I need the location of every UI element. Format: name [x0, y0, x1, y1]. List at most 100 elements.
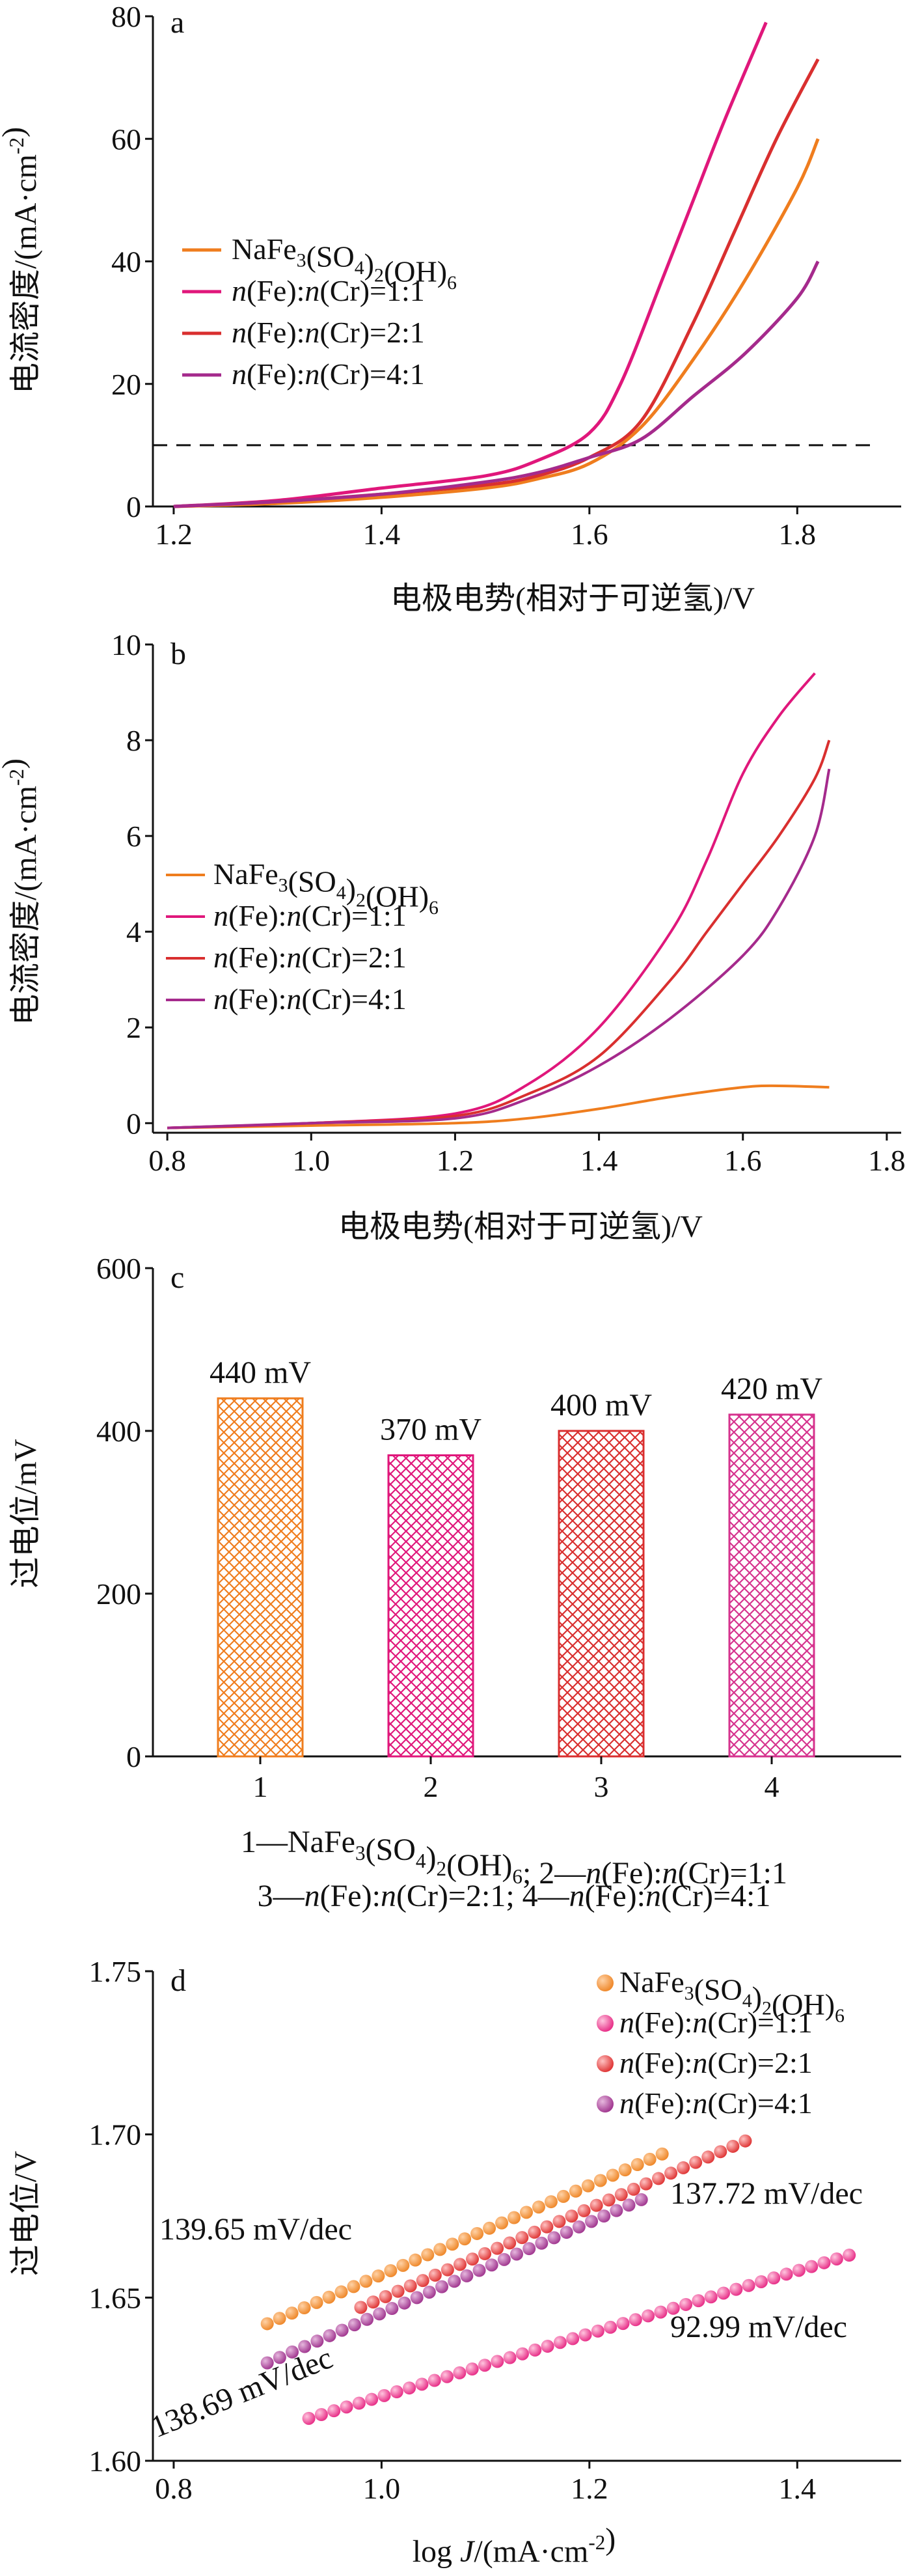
data-point-series-1 [520, 2206, 534, 2219]
legend-marker-3 [597, 2055, 614, 2072]
legend-label-1: NaFe3(SO4)2(OH)6 [619, 1965, 845, 2027]
data-point-series-1 [458, 2232, 472, 2246]
data-point-series-2 [478, 2359, 491, 2372]
data-point-series-2 [629, 2313, 642, 2327]
data-point-series-2 [441, 2370, 454, 2383]
bar-3 [558, 1430, 645, 1758]
x-tick-label: 1.2 [571, 2472, 608, 2505]
data-point-series-4 [286, 2345, 299, 2359]
data-point-series-1 [273, 2312, 286, 2325]
data-point-series-1 [384, 2264, 398, 2277]
y-axis-label: 过电位/mV [8, 1439, 43, 1588]
x-tick-label: 1.8 [779, 518, 817, 551]
legend-marker-2 [597, 2015, 614, 2032]
y-tick-label: 400 [96, 1415, 141, 1448]
data-point-series-4 [610, 2204, 623, 2217]
data-point-series-4 [335, 2323, 349, 2337]
data-point-series-2 [340, 2400, 353, 2414]
y-axis-label: 过电位/V [8, 2151, 43, 2276]
data-point-series-4 [435, 2280, 449, 2293]
data-point-series-4 [398, 2296, 411, 2310]
legend-label-4: n(Fe):n(Cr)=4:1 [619, 2086, 813, 2120]
data-point-series-4 [597, 2209, 611, 2223]
series-line-1 [173, 138, 820, 508]
x-tick-label: 1.4 [580, 1144, 618, 1177]
data-point-series-4 [622, 2198, 636, 2212]
data-point-series-1 [421, 2248, 435, 2262]
data-point-series-1 [643, 2152, 657, 2166]
data-point-series-2 [679, 2297, 693, 2311]
data-point-series-4 [560, 2226, 573, 2239]
data-point-series-1 [446, 2237, 459, 2251]
legend-label-1: NaFe3(SO4)2(OH)6 [232, 232, 457, 294]
panel-letter-a: a [170, 5, 184, 40]
data-point-series-3 [627, 2182, 640, 2196]
x-tick-label: 1.8 [868, 1144, 906, 1177]
data-point-series-3 [379, 2290, 392, 2303]
tafel-slope-label-4: 138.69 mV/dec [146, 2340, 337, 2444]
data-point-series-2 [692, 2294, 705, 2308]
data-point-series-2 [578, 2328, 592, 2342]
data-point-series-3 [503, 2236, 517, 2250]
bar-2 [387, 1454, 474, 1758]
data-point-series-4 [422, 2285, 436, 2299]
y-axis-label: 电流密度/(mA·cm-2) [0, 758, 43, 1025]
data-point-series-3 [677, 2161, 690, 2174]
legend-marker-1 [597, 1974, 614, 1991]
data-point-series-2 [780, 2267, 793, 2281]
data-point-series-2 [704, 2290, 718, 2304]
data-point-series-4 [360, 2312, 374, 2326]
y-tick-label: 0 [126, 1740, 141, 1773]
data-point-series-2 [465, 2362, 479, 2376]
data-point-series-3 [466, 2252, 480, 2266]
data-point-series-3 [651, 2172, 665, 2185]
y-tick-label: 80 [111, 0, 141, 33]
data-point-series-4 [634, 2193, 648, 2206]
data-point-series-1 [569, 2184, 582, 2198]
legend-label-3: n(Fe):n(Cr)=2:1 [619, 2046, 813, 2079]
data-point-series-2 [503, 2351, 517, 2364]
series-line-4 [173, 260, 820, 508]
data-point-series-2 [654, 2305, 668, 2319]
bar-value-label-2: 370 mV [380, 1413, 481, 1447]
x-axis-label: 电极电势(相对于可逆氢)/V [390, 581, 755, 616]
data-point-series-2 [415, 2377, 429, 2391]
data-point-series-3 [441, 2263, 454, 2277]
data-point-series-4 [510, 2247, 524, 2261]
legend-label-1: NaFe3(SO4)2(OH)6 [213, 857, 439, 919]
data-point-series-1 [433, 2243, 447, 2256]
data-point-series-2 [453, 2366, 467, 2379]
data-point-series-3 [639, 2177, 653, 2191]
y-tick-label: 20 [111, 368, 141, 401]
tafel-slope-label-3: 137.72 mV/dec [670, 2176, 863, 2211]
data-point-series-3 [664, 2167, 678, 2180]
data-point-series-4 [585, 2215, 599, 2228]
data-point-series-1 [544, 2195, 558, 2209]
data-point-series-2 [515, 2347, 529, 2361]
data-point-series-4 [385, 2302, 399, 2316]
y-tick-label: 200 [96, 1577, 141, 1611]
y-tick-label: 0 [126, 490, 141, 523]
tafel-slope-label-1: 139.65 mV/dec [159, 2212, 352, 2247]
data-point-series-3 [491, 2241, 504, 2255]
y-tick-label: 6 [126, 820, 141, 853]
panel-a-chart: 1.2 1.4 1.6 1.8020406080NaFe3(SO4)2(OH)6n(F… [0, 0, 901, 616]
data-point-series-1 [322, 2290, 336, 2304]
data-point-series-3 [391, 2284, 405, 2298]
data-point-series-3 [689, 2155, 703, 2169]
data-point-series-1 [508, 2211, 521, 2224]
data-point-series-2 [830, 2252, 843, 2265]
x-tick-label: 1.0 [293, 1144, 331, 1177]
y-tick-label: 10 [111, 628, 141, 661]
data-point-series-2 [616, 2317, 630, 2331]
panel-letter-c: c [170, 1260, 184, 1295]
data-point-series-2 [729, 2282, 743, 2296]
data-point-series-1 [359, 2275, 373, 2288]
data-point-series-3 [602, 2193, 616, 2207]
data-point-series-2 [716, 2286, 730, 2300]
data-point-series-2 [528, 2343, 542, 2357]
y-tick-label: 600 [96, 1252, 141, 1285]
data-point-series-3 [416, 2274, 429, 2288]
data-point-series-2 [742, 2278, 755, 2292]
data-point-series-3 [577, 2204, 591, 2217]
